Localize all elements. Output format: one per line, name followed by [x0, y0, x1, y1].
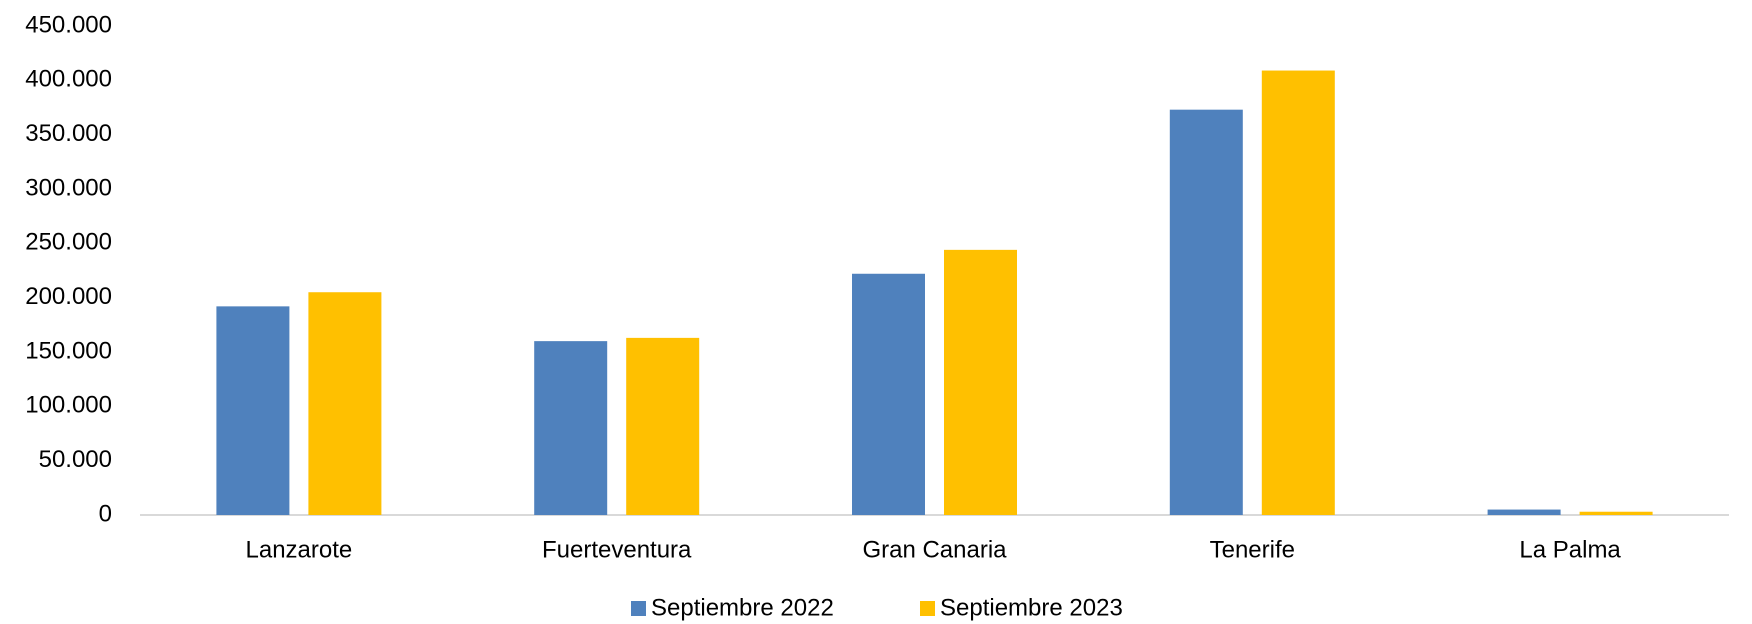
y-tick-label: 0 [99, 500, 112, 527]
y-tick-label: 100.000 [25, 392, 112, 419]
y-tick-label: 350.000 [25, 120, 112, 147]
bar [1579, 511, 1653, 515]
x-tick-label: Lanzarote [246, 536, 353, 563]
x-tick-label: La Palma [1519, 536, 1621, 563]
bar [626, 337, 700, 515]
legend-label: Septiembre 2023 [940, 594, 1123, 621]
y-tick-label: 400.000 [25, 66, 112, 93]
bar [308, 292, 382, 515]
bar [534, 341, 608, 515]
bar [1261, 70, 1335, 515]
legend-swatch [631, 601, 646, 616]
bar [1487, 509, 1561, 515]
bar [944, 249, 1017, 515]
bar [1169, 109, 1243, 515]
legend-swatch [920, 601, 935, 616]
legend-label: Septiembre 2022 [651, 594, 834, 621]
y-tick-label: 250.000 [25, 229, 112, 256]
x-tick-label: Fuerteventura [542, 536, 692, 563]
bar [216, 306, 290, 515]
y-tick-label: 150.000 [25, 337, 112, 364]
bar [852, 273, 925, 515]
x-tick-label: Tenerife [1210, 536, 1295, 563]
y-tick-label: 300.000 [25, 174, 112, 201]
y-tick-label: 450.000 [25, 11, 112, 38]
y-tick-label: 50.000 [39, 446, 112, 473]
y-tick-label: 200.000 [25, 283, 112, 310]
x-tick-label: Gran Canaria [862, 536, 1007, 563]
